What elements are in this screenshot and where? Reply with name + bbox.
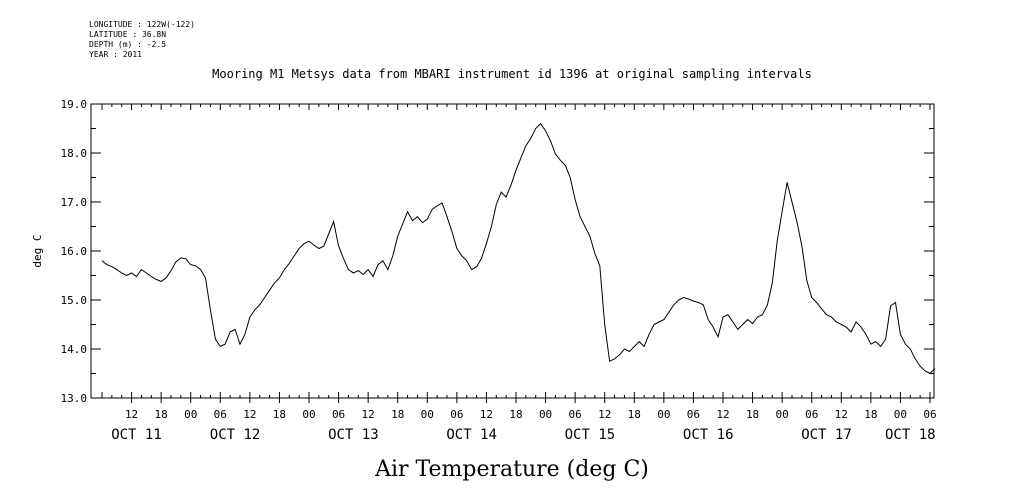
- x-tick-label: 18: [155, 408, 168, 421]
- x-day-label: OCT 17: [801, 427, 852, 443]
- plot-frame: [90, 103, 935, 399]
- x-tick-label: 00: [776, 408, 789, 421]
- x-day-label: OCT 14: [446, 427, 497, 443]
- x-tick-label: 00: [302, 408, 315, 421]
- x-tick-label: 18: [628, 408, 641, 421]
- year-label: YEAR : 2011: [89, 50, 142, 59]
- longitude-label: LONGITUDE : 122W(-122): [89, 20, 195, 29]
- x-tick-label: 06: [805, 408, 818, 421]
- x-axis: 12 18 00 06 12 18 00 06 12 18 00 06 12 18 00 06 12 18 00 06…: [101, 104, 937, 443]
- y-tick-label: 17.0: [61, 196, 88, 209]
- y-tick-label: 14.0: [61, 343, 88, 356]
- x-tick-label: 00: [657, 408, 670, 421]
- x-tick-label: 12: [362, 408, 375, 421]
- y-tick-label: 13.0: [61, 392, 88, 405]
- y-tick-label: 18.0: [61, 147, 88, 160]
- x-tick-label: 18: [273, 408, 286, 421]
- x-day-label: OCT 18: [885, 427, 936, 443]
- x-tick-label: 12: [598, 408, 611, 421]
- x-day-label: OCT 11: [111, 427, 162, 443]
- y-tick-label: 15.0: [61, 294, 88, 307]
- y-axis-label: deg C: [31, 234, 44, 267]
- x-tick-label: 18: [509, 408, 522, 421]
- series-line: [101, 122, 936, 375]
- x-tick-label: 18: [746, 408, 759, 421]
- x-day-label: OCT 15: [565, 427, 616, 443]
- y-axis: 13.0 14.0 15.0 16.0 17.0 18.0 19.0: [61, 98, 934, 405]
- x-tick-label: 06: [923, 408, 936, 421]
- chart-title: Mooring M1 Metsys data from MBARI instru…: [212, 67, 812, 81]
- x-tick-label: 06: [332, 408, 345, 421]
- latitude-label: LATITUDE : 36.8N: [89, 30, 166, 39]
- x-axis-label: Air Temperature (deg C): [374, 457, 649, 482]
- x-tick-label: 12: [835, 408, 848, 421]
- y-tick-label: 19.0: [61, 98, 88, 111]
- x-day-label: OCT 16: [683, 427, 734, 443]
- series-group: [101, 122, 936, 375]
- x-tick-label: 18: [864, 408, 877, 421]
- x-tick-label: 00: [184, 408, 197, 421]
- y-tick-label: 16.0: [61, 245, 88, 258]
- x-tick-label: 00: [894, 408, 907, 421]
- x-tick-label: 00: [539, 408, 552, 421]
- x-day-label: OCT 13: [328, 427, 379, 443]
- depth-label: DEPTH (m) : -2.5: [89, 40, 166, 49]
- x-tick-label: 06: [450, 408, 463, 421]
- x-tick-label: 12: [480, 408, 493, 421]
- x-tick-label: 12: [125, 408, 138, 421]
- x-tick-label: 18: [391, 408, 404, 421]
- x-tick-label: 06: [214, 408, 227, 421]
- x-day-label: OCT 12: [210, 427, 261, 443]
- x-tick-label: 06: [569, 408, 582, 421]
- x-tick-label: 06: [687, 408, 700, 421]
- x-tick-label: 12: [716, 408, 729, 421]
- x-tick-label: 00: [421, 408, 434, 421]
- x-tick-label: 12: [243, 408, 256, 421]
